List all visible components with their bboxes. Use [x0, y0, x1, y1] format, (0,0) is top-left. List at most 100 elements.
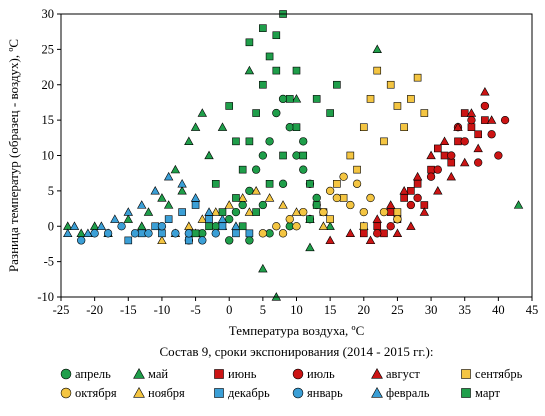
data-point: [137, 200, 147, 209]
data-point: [306, 180, 314, 188]
data-point: [339, 194, 348, 202]
series-10: [77, 222, 220, 245]
data-point: [245, 236, 254, 245]
data-point: [103, 229, 113, 238]
data-point: [365, 235, 376, 245]
data-point: [386, 80, 395, 89]
data-point: [339, 172, 348, 181]
data-point: [198, 236, 207, 245]
data-point: [312, 201, 321, 209]
data-point: [238, 165, 247, 174]
data-point: [487, 130, 496, 139]
legend-label: январь: [307, 386, 343, 400]
data-point: [123, 214, 133, 223]
data-point: [412, 171, 423, 181]
x-tick-label: -20: [86, 303, 103, 317]
data-point: [278, 229, 288, 238]
data-point: [259, 80, 267, 89]
legend-item: ноября: [133, 386, 185, 400]
data-point: [333, 80, 341, 89]
data-point: [190, 122, 201, 131]
data-point: [474, 158, 483, 167]
data-point: [252, 208, 260, 216]
data-point: [379, 207, 389, 217]
data-point: [157, 222, 167, 231]
data-point: [245, 229, 254, 238]
data-point: [204, 207, 214, 216]
legend-marker: [292, 387, 304, 399]
series-7: [258, 172, 402, 238]
data-point: [150, 186, 160, 195]
data-point: [218, 222, 227, 231]
data-point: [419, 207, 430, 216]
data-point: [151, 222, 159, 231]
legend-label: март: [475, 386, 500, 400]
data-point: [231, 207, 241, 217]
legend-label: октября: [75, 386, 117, 400]
y-tick-label: 0: [48, 219, 54, 233]
x-tick-label: -10: [154, 303, 171, 317]
data-point: [205, 215, 213, 223]
data-point: [143, 207, 154, 216]
data-point: [513, 200, 524, 209]
data-point: [258, 263, 268, 273]
data-point: [232, 137, 240, 146]
y-tick-label: 30: [42, 7, 55, 21]
data-point: [69, 221, 80, 230]
x-tick-label: 10: [290, 303, 303, 317]
data-point: [400, 194, 408, 202]
data-point: [137, 229, 146, 238]
legend-marker: [60, 368, 72, 380]
data-point: [272, 66, 281, 75]
data-point: [292, 222, 301, 231]
data-point: [359, 123, 368, 131]
legend-item: март: [461, 386, 500, 400]
legend-label: июнь: [228, 367, 257, 381]
data-point: [325, 221, 335, 230]
y-tick-label: 15: [42, 113, 55, 127]
legend-item: сентябрь: [461, 367, 523, 381]
data-point: [178, 208, 186, 216]
data-point: [346, 200, 355, 210]
x-tick-label: 15: [324, 303, 337, 317]
data-point: [83, 228, 93, 237]
data-point: [258, 229, 268, 238]
data-point: [184, 229, 193, 238]
legend-item: апрель: [60, 367, 111, 381]
x-tick-label: -25: [53, 303, 70, 317]
data-point: [306, 215, 314, 223]
x-tick-label: -15: [120, 303, 137, 317]
data-point: [177, 186, 187, 195]
series-4: [373, 101, 510, 238]
data-point: [318, 221, 329, 230]
legend-marker: [133, 367, 145, 379]
series-11: [63, 171, 241, 237]
chart-subtitle: Состав 9, сроки экспонирования (2014 - 2…: [160, 344, 434, 359]
data-point: [393, 215, 402, 224]
data-point: [224, 200, 234, 209]
data-point: [218, 208, 227, 216]
data-point: [366, 193, 375, 203]
data-point: [407, 187, 415, 195]
data-point: [447, 151, 456, 160]
data-point: [406, 221, 416, 230]
data-point: [433, 144, 442, 153]
data-point: [272, 222, 281, 231]
data-point: [144, 229, 153, 238]
data-point: [190, 193, 201, 202]
data-point: [380, 229, 388, 238]
data-point: [346, 151, 355, 160]
data-point: [359, 222, 368, 231]
x-tick-label: 35: [458, 303, 471, 317]
data-point: [453, 122, 463, 131]
legend: апрель май июнь июль август сентябрь октября но…: [60, 367, 523, 400]
data-point: [245, 38, 254, 47]
legend-marker: [371, 367, 383, 379]
legend-item: январь: [292, 386, 343, 400]
data-point: [373, 222, 382, 231]
data-point: [380, 137, 388, 146]
data-point: [225, 102, 234, 110]
data-point: [163, 171, 174, 181]
data-point: [433, 186, 443, 195]
